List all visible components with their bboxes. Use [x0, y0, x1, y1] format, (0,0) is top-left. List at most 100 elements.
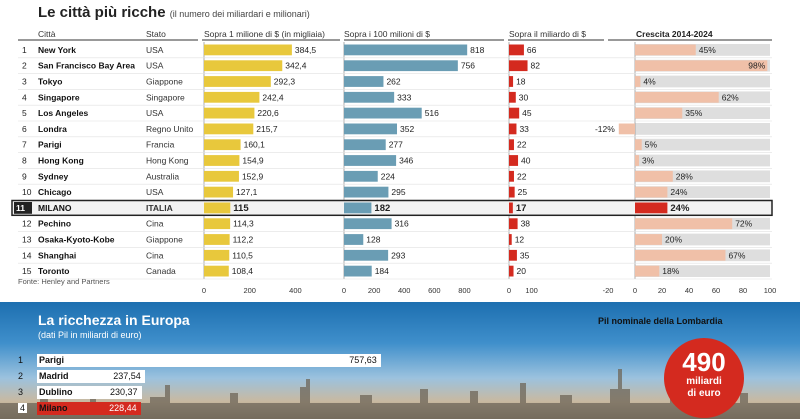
tick-label-m100: 400 — [398, 286, 411, 295]
europe-bar — [37, 386, 142, 399]
city-label: Tokyo — [38, 77, 62, 87]
bar-growth — [635, 107, 683, 119]
europe-row: 2 Madrid 237,54 — [0, 370, 440, 384]
value-m1: 127,1 — [236, 187, 258, 197]
value-b1: 82 — [531, 61, 541, 71]
city-label: New York — [38, 45, 76, 55]
bar-growth — [635, 202, 668, 214]
value-m1: 292,3 — [274, 77, 296, 87]
bar-m1 — [204, 44, 292, 56]
value-m1: 152,9 — [242, 171, 264, 181]
rank-label: 10 — [22, 187, 32, 197]
city-label: Toronto — [38, 266, 69, 276]
europe-city: Milano — [39, 403, 68, 413]
value-m100: 316 — [395, 219, 409, 229]
tick-label-m100: 200 — [368, 286, 381, 295]
bar-b1 — [509, 186, 515, 198]
bar-b1 — [509, 76, 514, 87]
value-m100: 818 — [470, 45, 484, 55]
europe-subtitle: (dati Pil in miliardi di euro) — [38, 330, 142, 340]
rank-label: 5 — [22, 108, 27, 118]
pil-label: Pil nominale della Lombardia — [598, 316, 723, 326]
value-growth: 28% — [676, 171, 693, 181]
bar-b1 — [509, 170, 514, 182]
tick-label-b1: 100 — [525, 286, 538, 295]
europe-row: 4 Milano 228,44 — [0, 402, 440, 416]
growth-bg — [635, 233, 770, 246]
pil-unit-line1: miliardi — [686, 376, 722, 387]
city-label: Shanghai — [38, 250, 76, 260]
value-m1: 160,1 — [244, 140, 266, 150]
value-m100: 224 — [381, 171, 395, 181]
state-label: Canada — [146, 266, 176, 276]
state-label: Singapore — [146, 92, 185, 102]
value-growth: 3% — [642, 156, 655, 166]
bar-m1 — [204, 139, 241, 151]
value-m1: 215,7 — [256, 124, 278, 134]
europe-city: Parigi — [39, 355, 65, 365]
title-text: Le città più ricche — [38, 4, 166, 21]
growth-bg — [635, 123, 770, 135]
bar-m100 — [344, 249, 389, 261]
pil-unit-line2: di euro — [687, 388, 721, 399]
europe-city: Madrid — [39, 371, 69, 381]
tick-label-growth: 80 — [739, 286, 747, 295]
value-b1: 35 — [520, 250, 530, 260]
pil-value: 490 — [682, 347, 726, 377]
bar-m100 — [344, 91, 395, 103]
bar-growth — [635, 60, 768, 72]
header-state: Stato — [146, 29, 166, 39]
growth-bg — [635, 154, 770, 167]
header-col1: Sopra 1 milione di $ (in migliaia) — [204, 29, 325, 39]
value-m1: 114,3 — [233, 219, 254, 229]
bar-m1 — [204, 123, 254, 135]
rich-cities-table-chart: Città Stato Sopra 1 milione di $ (in migli… — [11, 29, 777, 295]
state-label: ITALIA — [146, 203, 173, 213]
rank-label: 12 — [22, 219, 32, 229]
europe-bar — [37, 354, 381, 367]
bar-growth — [635, 139, 642, 151]
rank-label: 6 — [22, 124, 27, 134]
europe-value: 230,37 — [109, 387, 138, 397]
bar-growth — [635, 218, 733, 230]
value-m100: 346 — [399, 156, 413, 166]
bar-m100 — [344, 155, 397, 166]
bar-m1 — [204, 265, 229, 277]
value-m1: 154,9 — [242, 156, 264, 166]
growth-bg — [635, 107, 770, 119]
skyline-illustration — [0, 369, 800, 419]
tick-label-b1: 0 — [507, 286, 511, 295]
value-b1: 22 — [517, 140, 527, 150]
chart-title: Le città più ricche (il numero dei milia… — [38, 4, 310, 21]
city-label: Osaka-Kyoto-Kobe — [38, 235, 115, 245]
city-label: Parigi — [38, 140, 62, 150]
value-b1: 38 — [521, 219, 531, 229]
rank-label: 8 — [22, 156, 27, 166]
bar-m1 — [204, 249, 230, 261]
value-growth: 67% — [728, 250, 745, 260]
value-m100: 295 — [391, 187, 405, 197]
value-b1: 66 — [527, 45, 537, 55]
highlight-row-frame — [11, 199, 773, 217]
value-growth: 35% — [685, 108, 702, 118]
rank-label: 2 — [22, 61, 27, 71]
bar-b1 — [509, 44, 524, 56]
tick-label-growth: 40 — [685, 286, 693, 295]
value-growth: 45% — [699, 45, 716, 55]
bar-m1 — [204, 91, 260, 103]
value-b1: 30 — [519, 92, 529, 102]
value-b1: 40 — [521, 156, 531, 166]
value-growth: 62% — [722, 92, 739, 102]
state-label: Giappone — [146, 235, 183, 245]
value-growth: 20% — [665, 235, 682, 245]
tick-label-growth: 100 — [764, 286, 777, 295]
city-label: Chicago — [38, 187, 72, 197]
bar-m1 — [204, 202, 231, 214]
tick-label-m100: 600 — [428, 286, 441, 295]
bar-b1 — [509, 265, 514, 277]
value-b1: 33 — [519, 124, 529, 134]
bar-m1 — [204, 186, 234, 198]
value-m1: 115 — [233, 203, 249, 214]
value-m1: 110,5 — [232, 250, 253, 260]
value-b1: 45 — [522, 108, 532, 118]
